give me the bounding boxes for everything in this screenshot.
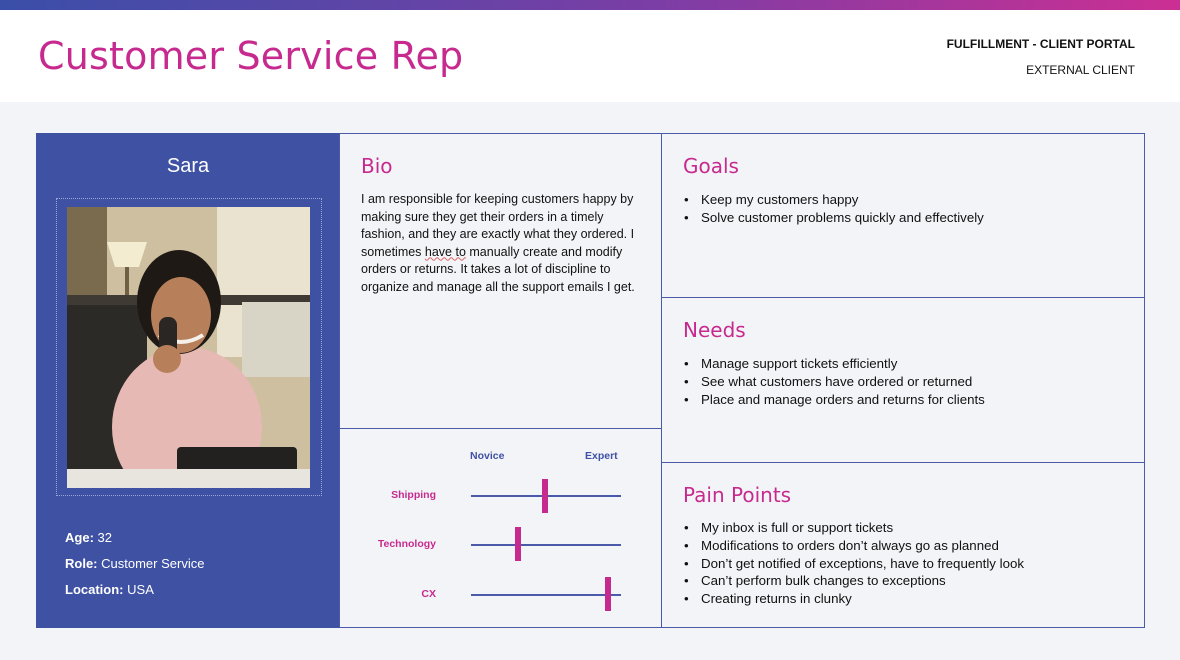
portal-label: FULFILLMENT - CLIENT PORTAL (946, 37, 1135, 51)
expert-label: Expert (585, 450, 618, 462)
profile-panel: Sara Age: 32 Role: Customer Service Loca… (36, 133, 340, 628)
novice-label: Novice (470, 450, 505, 462)
bio-heading: Bio (361, 154, 393, 178)
skill-marker-shipping (541, 479, 548, 513)
need-item: Manage support tickets efficiently (684, 355, 985, 373)
header: Customer Service Rep FULFILLMENT - CLIEN… (0, 10, 1180, 102)
pain-points-list: My inbox is full or support tickets Modi… (684, 519, 1024, 608)
pain-point-item: Don’t get notified of exceptions, have t… (684, 555, 1024, 573)
location-label: Location (65, 582, 120, 597)
skill-label-technology: Technology (377, 538, 436, 550)
age-row: Age: 32 (65, 530, 112, 545)
bio-section: Bio I am responsible for keeping custome… (339, 133, 663, 430)
role-value: Customer Service (101, 556, 205, 571)
needs-section: Needs Manage support tickets efficiently… (661, 297, 1145, 464)
age-value: 32 (97, 530, 112, 545)
needs-heading: Needs (683, 318, 746, 342)
skill-marker-technology (514, 527, 521, 561)
photo-frame (56, 198, 322, 496)
role-label: Role (65, 556, 94, 571)
need-item: Place and manage orders and returns for … (684, 391, 985, 409)
skill-label-cx: CX (421, 588, 436, 600)
goals-list: Keep my customers happy Solve customer p… (684, 191, 984, 227)
needs-list: Manage support tickets efficiently See w… (684, 355, 985, 408)
role-row: Role: Customer Service (65, 556, 205, 571)
skill-track-technology (471, 544, 621, 546)
goal-item: Solve customer problems quickly and effe… (684, 209, 984, 227)
need-item: See what customers have ordered or retur… (684, 373, 985, 391)
age-label: Age (65, 530, 90, 545)
pain-point-item: My inbox is full or support tickets (684, 519, 1024, 537)
pain-point-item: Modifications to orders don’t always go … (684, 537, 1024, 555)
skill-marker-cx (604, 577, 611, 611)
pain-point-item: Creating returns in clunky (684, 590, 1024, 608)
pain-point-item: Can’t perform bulk changes to exceptions (684, 572, 1024, 590)
pain-points-section: Pain Points My inbox is full or support … (661, 462, 1145, 628)
bio-text: I am responsible for keeping customers h… (361, 192, 635, 294)
location-row: Location: USA (65, 582, 154, 597)
page-title: Customer Service Rep (38, 34, 464, 78)
goals-section: Goals Keep my customers happy Solve cust… (661, 133, 1145, 299)
skill-track-cx (471, 594, 621, 596)
skills-section: Novice Expert Shipping Technology CX (339, 428, 663, 628)
skill-label-shipping: Shipping (391, 489, 436, 501)
persona-photo (67, 207, 310, 488)
persona-name: Sara (166, 155, 210, 177)
top-gradient-bar (0, 0, 1180, 10)
profile-details: Age: 32 Role: Customer Service Location:… (65, 530, 204, 608)
pain-points-heading: Pain Points (683, 483, 792, 507)
client-type-label: EXTERNAL CLIENT (1026, 63, 1135, 77)
goal-item: Keep my customers happy (684, 191, 984, 209)
goals-heading: Goals (683, 154, 739, 178)
location-value: USA (127, 582, 154, 597)
